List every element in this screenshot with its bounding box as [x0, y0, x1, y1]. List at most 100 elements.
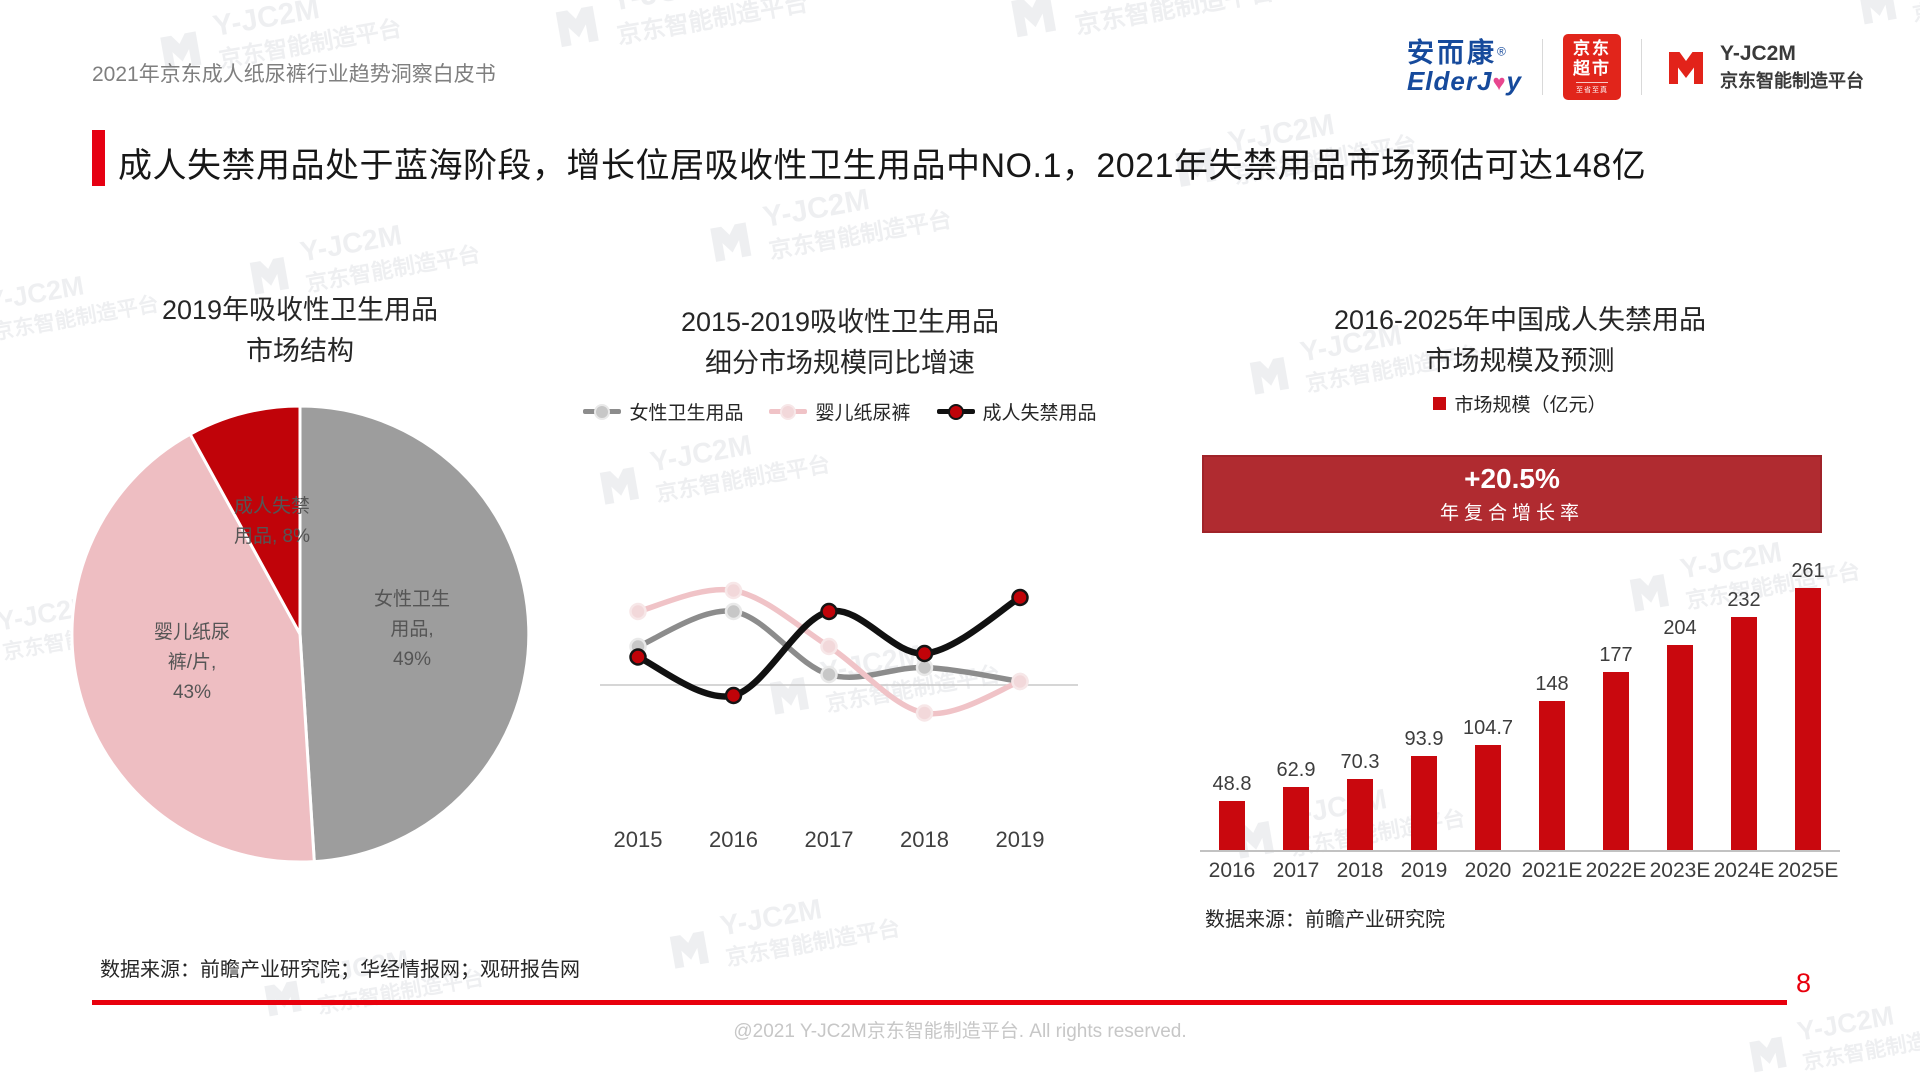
- bar-legend-label: 市场规模（亿元）: [1454, 395, 1607, 416]
- jc2m-m-icon: [669, 930, 709, 969]
- line-chart: 2015 2016 2017 2018 2019: [600, 581, 1078, 852]
- watermark: Y-JC2M京东智能制造平台: [1000, 0, 1277, 54]
- data-point: [1011, 672, 1029, 691]
- pie-label-adult: 成人失禁 用品, 8%: [233, 496, 311, 547]
- elderjoy-cn-text: 安而康: [1406, 38, 1497, 69]
- page-number: 8: [1796, 968, 1812, 998]
- x-tick-label: 2020: [1464, 859, 1512, 882]
- jc2m-m-icon: [710, 221, 752, 262]
- legend-dot-icon: [780, 403, 797, 420]
- line-chart-legend: 女性卫生用品 婴儿纸尿裤 成人失禁用品: [560, 398, 1120, 425]
- legend-label: 成人失禁用品: [982, 403, 1097, 424]
- copyright: @2021 Y-JC2M京东智能制造平台. All rights reserve…: [733, 1021, 1187, 1042]
- bar: [1795, 588, 1821, 850]
- x-tick-label: 2019: [1400, 859, 1448, 882]
- x-tick-label: 2025E: [1777, 859, 1839, 882]
- x-tick-label: 2018: [1336, 859, 1384, 882]
- x-tick-label: 2015: [614, 827, 663, 852]
- page-title: 成人失禁用品处于蓝海阶段，增长位居吸收性卫生用品中NO.1，2021年失禁用品市…: [118, 147, 1647, 185]
- bar-column: 148: [1520, 673, 1584, 850]
- legend-item: 成人失禁用品: [936, 398, 1097, 425]
- legend-line-icon: [583, 403, 622, 420]
- document-title: 2021年京东成人纸尿裤行业趋势洞察白皮书: [92, 63, 496, 86]
- data-point: [724, 581, 743, 600]
- bar-value-label: 148: [1535, 673, 1569, 695]
- legend-label: 女性卫生用品: [629, 403, 744, 424]
- bar-column: 62.9: [1264, 759, 1328, 850]
- jc2m-m-icon: [555, 5, 599, 47]
- x-tick-label: 2016: [709, 827, 758, 852]
- legend-square-icon: [1433, 397, 1447, 410]
- jd-logo-tagline: 至省至真: [1576, 82, 1608, 95]
- bar-chart-title: 2016-2025年中国成人失禁用品 市场规模及预测: [1333, 305, 1707, 376]
- bar: [1411, 756, 1437, 850]
- legend-item: 婴儿纸尿裤: [769, 398, 911, 425]
- cagr-value: +20.5%: [1464, 463, 1560, 494]
- elderjoy-logo: 安而康® ElderJ♥y: [1407, 39, 1522, 95]
- bar: [1475, 745, 1501, 850]
- jd-logo-line2: 超市: [1573, 59, 1611, 78]
- bar-column: 48.8: [1200, 773, 1264, 850]
- bar-column: 177: [1584, 644, 1648, 850]
- pie-slice-female: [298, 404, 531, 864]
- x-tick-label: 2016: [1208, 859, 1256, 882]
- bar-column: 93.9: [1392, 728, 1456, 850]
- registered-mark: ®: [1496, 44, 1506, 59]
- bar-column: 104.7: [1456, 717, 1520, 850]
- legend-dot-icon: [594, 403, 611, 420]
- bar-value-label: 70.3: [1340, 751, 1380, 773]
- bar: [1603, 672, 1629, 850]
- jd-supermarket-logo: 京东 超市 至省至真: [1563, 34, 1621, 100]
- jd-logo-line1: 京东: [1573, 39, 1611, 58]
- bar: [1731, 617, 1757, 850]
- jc2m-m-icon: [1859, 0, 1897, 25]
- bar-value-label: 93.9: [1404, 728, 1444, 750]
- x-tick-label: 2021E: [1521, 859, 1583, 882]
- bars-plot-area: 48.8 62.9 70.3 93.9 104.7 148 177 204 232 261: [1200, 556, 1840, 852]
- logo-divider: [1641, 39, 1642, 95]
- legend-line-icon: [936, 403, 975, 420]
- x-tick-label: 2017: [805, 827, 854, 852]
- pie-chart-title: 2019年吸收性卫生用品 市场结构: [161, 295, 439, 366]
- logo-divider: [1542, 39, 1543, 95]
- pie-slice-adult: [188, 404, 302, 635]
- x-tick-label: 2017: [1272, 859, 1320, 882]
- bar-value-label: 48.8: [1212, 773, 1252, 795]
- jc2m-m-icon: [599, 466, 639, 505]
- title-accent-bar: [92, 130, 105, 186]
- data-point: [724, 686, 743, 705]
- bar-chart: 48.8 62.9 70.3 93.9 104.7 148 177 204 232 261 201…: [1200, 556, 1840, 883]
- bar-value-label: 204: [1663, 617, 1697, 639]
- data-point: [915, 644, 934, 663]
- watermark: Y-JC2M京东智能制造平台: [1850, 0, 1920, 38]
- x-tick-label: 2018: [900, 827, 949, 852]
- x-tick-label: 2019: [996, 827, 1045, 852]
- bar-value-label: 62.9: [1276, 759, 1316, 781]
- data-point: [820, 637, 838, 656]
- bar-value-label: 232: [1727, 589, 1761, 611]
- bar-chart-legend: 市场规模（亿元）: [1200, 390, 1840, 417]
- bar: [1219, 801, 1245, 850]
- legend-line-icon: [769, 403, 808, 420]
- legend-dot-icon: [947, 403, 964, 420]
- line-chart-title: 2015-2019吸收性卫生用品 细分市场规模同比增速: [680, 307, 1000, 378]
- legend-item: 女性卫生用品: [583, 398, 743, 425]
- jc2m-m-icon: [1011, 0, 1056, 37]
- data-point: [629, 602, 647, 621]
- cagr-banner: +20.5% 年复合增长率: [1202, 455, 1822, 533]
- yjc2m-name: Y-JC2M: [1720, 42, 1796, 66]
- x-tick-label: 2024E: [1713, 859, 1775, 882]
- data-point: [724, 602, 743, 621]
- data-point: [820, 602, 838, 621]
- bar-value-label: 177: [1599, 644, 1633, 666]
- bar-column: 204: [1648, 617, 1712, 850]
- bar-value-label: 261: [1791, 560, 1825, 582]
- bars-x-axis: 2016 2017 2018 2019 2020 2021E 2022E 2023E 2024E…: [1200, 852, 1840, 883]
- data-point: [1011, 588, 1029, 607]
- bar-value-label: 104.7: [1462, 717, 1514, 739]
- pie-label-female: 女性卫生 用品, 49%: [373, 589, 450, 670]
- jc2m-m-icon: [1669, 52, 1703, 84]
- yjc2m-logo: Y-JC2M 京东智能制造平台: [1662, 41, 1864, 92]
